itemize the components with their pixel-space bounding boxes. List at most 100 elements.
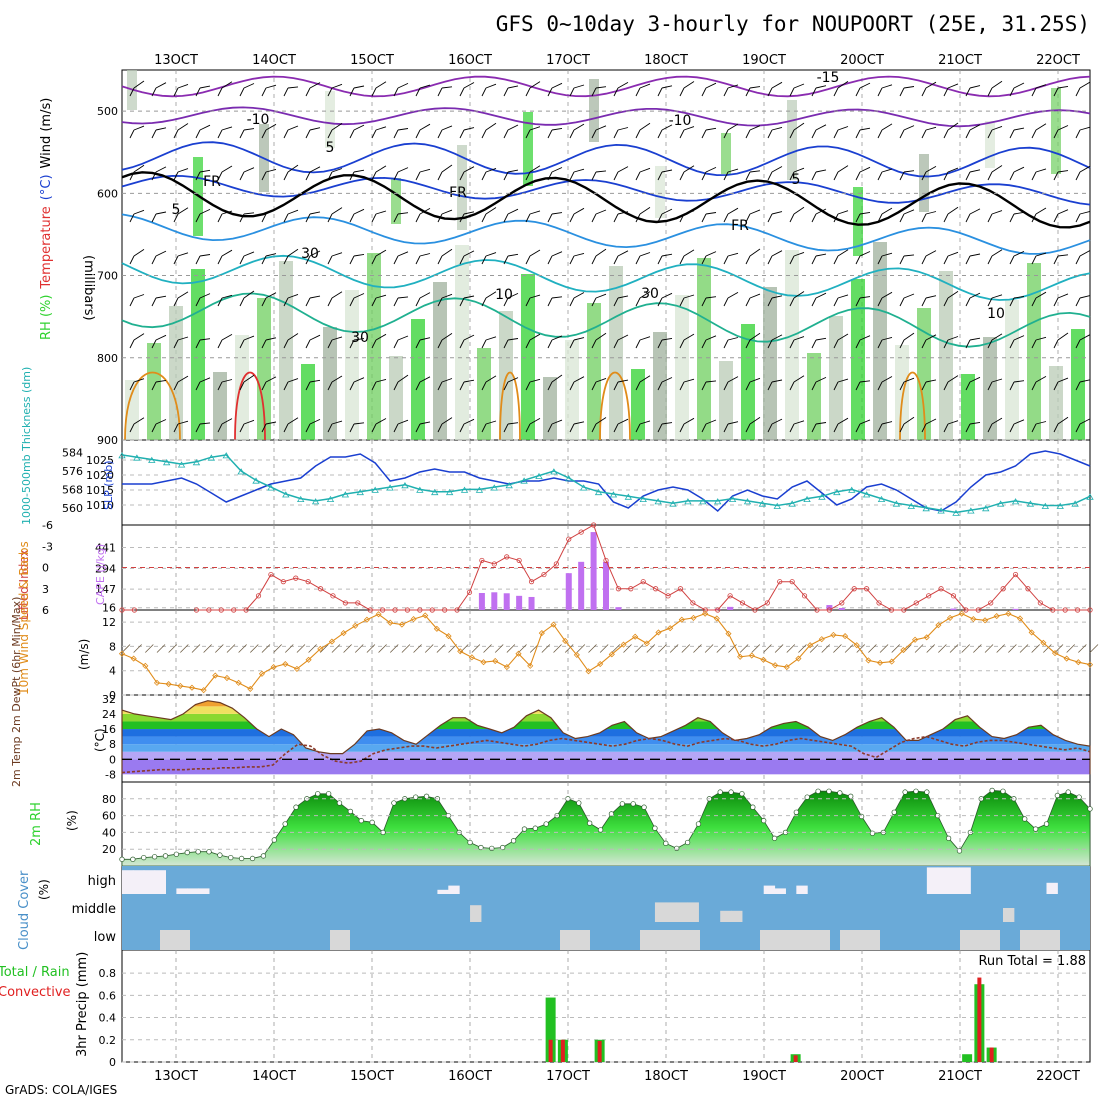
wind-speed-point — [468, 654, 475, 661]
wind-barb-10m — [215, 644, 224, 653]
wind-barb — [811, 337, 827, 349]
wind-barb — [745, 248, 761, 265]
wind-barb — [635, 252, 651, 265]
rh-point — [1022, 816, 1028, 822]
wind-barb — [855, 296, 871, 307]
wind-barb — [635, 207, 651, 223]
wind-barb — [943, 206, 959, 223]
wind-barb — [525, 418, 541, 433]
wind-barb-10m — [133, 644, 142, 653]
wind-barb — [855, 251, 871, 265]
wind-barb — [745, 332, 761, 349]
thickness-point — [728, 495, 737, 502]
li-point — [640, 579, 646, 585]
rh-point — [576, 800, 582, 806]
warm-contour — [499, 371, 521, 441]
wind-barb — [151, 211, 167, 223]
wind-barb — [195, 85, 211, 97]
wind-barb — [723, 376, 739, 391]
upper-ylabel-part: RH (%) — [39, 295, 54, 340]
precip-tick-label: 0 — [109, 1056, 116, 1069]
rh-point — [228, 854, 234, 861]
wind-barb — [129, 333, 145, 349]
wind-speed-point — [620, 641, 627, 648]
wind-barb-10m — [961, 644, 970, 653]
temperature-contour — [121, 141, 1091, 178]
wind-barb-10m — [938, 644, 947, 653]
wind-barb — [437, 293, 453, 307]
wind-barb — [371, 294, 387, 307]
cloud-cell — [1002, 908, 1015, 922]
pressure-tick-label: 900 — [97, 434, 118, 447]
wind-barb — [767, 166, 783, 181]
wind-barb — [393, 212, 409, 223]
rh-point — [510, 838, 517, 844]
wind-barb — [1053, 170, 1069, 181]
wind-barb — [1075, 210, 1091, 223]
top-tick-label: 19OCT — [742, 53, 786, 68]
top-tick-label: 17OCT — [546, 53, 590, 68]
wind-barb — [1009, 127, 1025, 139]
wind-speed-point — [923, 634, 930, 641]
wind-barb — [525, 165, 541, 181]
wind-barb-10m — [669, 644, 679, 653]
wind-barb — [371, 378, 387, 391]
wind-barb — [437, 125, 453, 139]
wind-barb — [569, 292, 585, 307]
wind-barb-10m — [145, 644, 154, 653]
wind-barb — [613, 418, 629, 433]
thickness-point — [1071, 500, 1079, 507]
thickness-point — [401, 482, 409, 489]
bottom-tick-label: 13OCT — [154, 1069, 198, 1084]
wind-barb-10m — [996, 644, 1005, 653]
wind-barb — [349, 169, 365, 181]
temp-band — [122, 706, 1090, 714]
rh-point — [1043, 821, 1050, 827]
rh-shade-column — [389, 356, 403, 440]
wind-barb — [723, 421, 739, 433]
wind-barb — [239, 212, 255, 223]
wind-barb — [1053, 209, 1069, 223]
slp-tick-label: 1010 — [86, 499, 114, 512]
wind-barb — [899, 416, 915, 433]
thickness-point — [922, 505, 930, 512]
rh-point — [739, 791, 745, 797]
wind-barb — [877, 291, 893, 307]
wind-barb — [415, 421, 431, 433]
rh-shade-column — [807, 353, 821, 440]
wind-barb — [855, 380, 871, 391]
wind-barb — [745, 125, 761, 139]
wind-barb-10m — [774, 644, 784, 653]
thickness-point — [713, 498, 722, 505]
wind-barb — [921, 418, 937, 433]
wind-barb — [371, 333, 387, 349]
wind-barb — [283, 378, 299, 391]
li-point — [466, 589, 473, 595]
temperature-contour — [121, 213, 1091, 255]
li-point — [752, 607, 758, 613]
thickness-point — [252, 477, 260, 484]
cape-axis-label: CAPE (J/kg) — [94, 544, 107, 605]
wind-barb-10m — [506, 644, 516, 653]
wind-barb — [877, 376, 893, 391]
wind-speed-point — [410, 616, 417, 623]
rh-point — [793, 809, 799, 815]
contour-label: 30 — [641, 286, 659, 302]
top-tick-label: 14OCT — [252, 53, 296, 68]
rh-tick-label: 40 — [102, 826, 116, 839]
wind-speed-point — [503, 664, 510, 671]
cape-tick-label: 16 — [102, 602, 116, 615]
wind-speed-point — [305, 656, 312, 663]
rh-point — [565, 796, 571, 802]
wind-speed-point — [632, 633, 639, 640]
cape-bar — [727, 606, 734, 610]
rh-point — [630, 801, 636, 807]
cloud-cell — [948, 867, 960, 894]
wind-barb-10m — [984, 644, 994, 653]
wind-barb — [679, 294, 695, 307]
rh-point — [315, 791, 321, 797]
li-point — [727, 593, 733, 599]
cape-bar — [516, 595, 523, 610]
cloud-cell — [176, 888, 188, 894]
cloud-cell — [143, 870, 156, 894]
